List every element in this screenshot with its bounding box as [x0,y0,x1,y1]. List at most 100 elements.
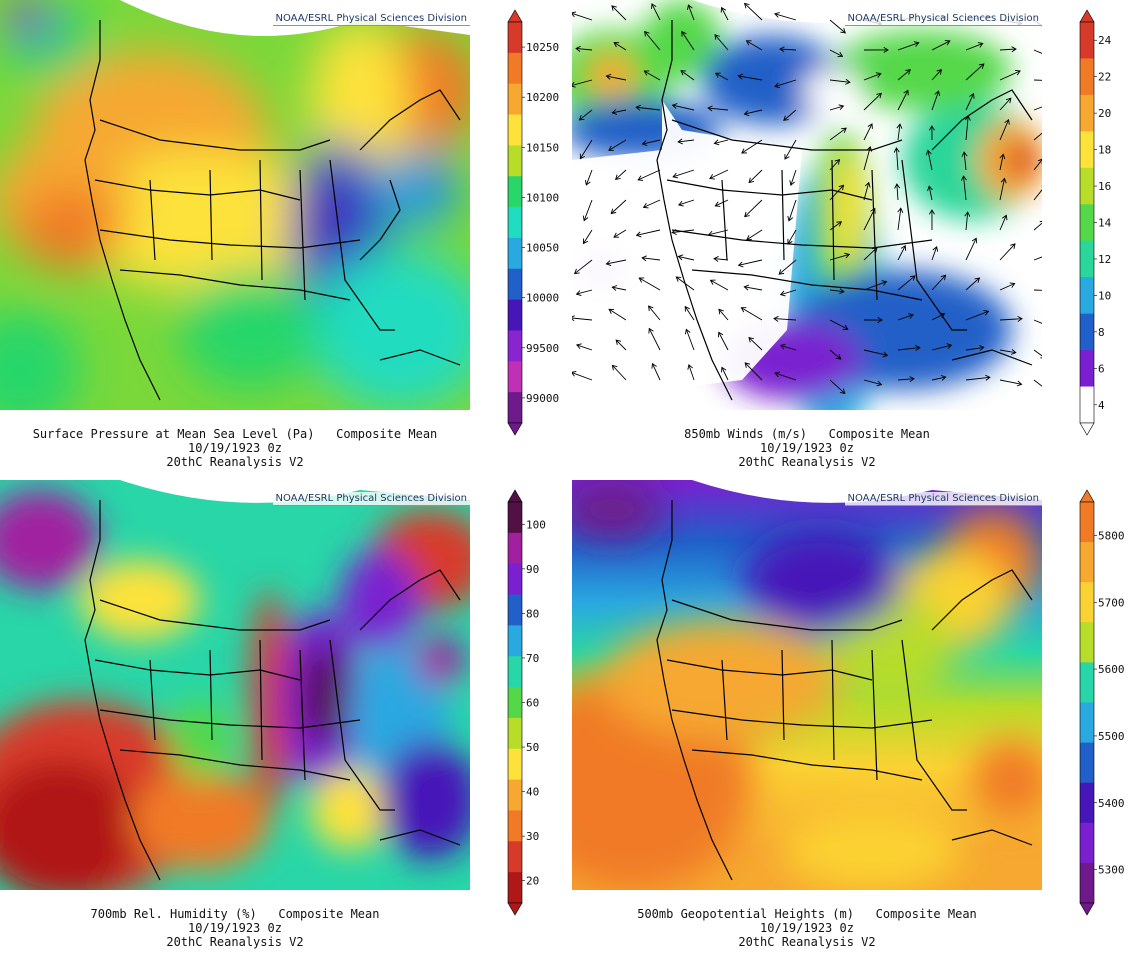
colorbar-top-arrow [508,490,522,502]
rh-title-line3: 20thC Reanalysis V2 [166,935,303,949]
winds-credit: NOAA/ESRL Physical Sciences Division [845,12,1043,26]
colorbar-tick-label: 40 [526,786,539,799]
colorbar-top-arrow [1080,10,1094,22]
panel-winds: NOAA/ESRL Physical Sciences Division 850… [572,0,1131,479]
colorbar-swatch [1080,22,1094,59]
colorbar-swatch [508,564,522,595]
winds-title: 850mb Winds (m/s) Composite Mean 10/19/1… [572,427,1042,469]
slp-title-line2: 10/19/1923 0z [188,441,282,455]
colorbar-tick-label: 70 [526,652,539,665]
colorbar-swatch [1080,131,1094,168]
colorbar-swatch [508,330,522,361]
colorbar-swatch [1080,58,1094,95]
colorbar-swatch [1080,204,1094,241]
colorbar-tick-label: 80 [526,607,539,620]
colorbar-swatch [508,361,522,392]
colorbar-swatch [1080,662,1094,703]
colorbar-swatch [508,872,522,903]
slp-map-lines [0,0,470,410]
colorbar-swatch [1080,95,1094,132]
colorbar-swatch [508,810,522,841]
colorbar-tick-label: 5300 [1098,864,1125,877]
hgt-map[interactable]: NOAA/ESRL Physical Sciences Division [572,480,1042,890]
rh-map[interactable]: NOAA/ESRL Physical Sciences Division [0,480,470,890]
hgt-title-line2: 10/19/1923 0z [760,921,854,935]
colorbar-swatch [1080,350,1094,387]
colorbar-swatch [508,502,522,533]
winds-map-field [572,0,1042,410]
colorbar-swatch [1080,622,1094,663]
hgt-title: 500mb Geopotential Heights (m) Composite… [572,907,1042,949]
colorbar-tick-label: 12 [1098,253,1111,266]
rh-map-field [0,480,470,890]
colorbar-tick-label: 4 [1098,399,1105,412]
colorbar-tick-label: 10 [1098,289,1111,302]
colorbar-bottom-arrow [508,423,522,435]
colorbar-swatch [508,300,522,331]
colorbar-tick-label: 10100 [526,191,559,204]
colorbar-top-arrow [508,10,522,22]
colorbar-tick-label: 22 [1098,71,1111,84]
colorbar-tick-label: 6 [1098,362,1105,375]
hgt-credit: NOAA/ESRL Physical Sciences Division [845,492,1043,506]
colorbar-tick-label: 10050 [526,242,559,255]
slp-colorbar: 10250 10200 10150 10100 10050 10000 99500 99000 [500,0,565,440]
colorbar-swatch [508,53,522,84]
colorbar-tick-label: 60 [526,697,539,710]
colorbar-tick-label: 8 [1098,326,1105,339]
colorbar-swatch [508,533,522,564]
colorbar-tick-label: 100 [526,518,546,531]
colorbar-tick-label: 18 [1098,144,1111,157]
colorbar-swatch [1080,582,1094,623]
colorbar-tick-label: 30 [526,830,539,843]
rh-credit: NOAA/ESRL Physical Sciences Division [273,492,471,506]
slp-map[interactable]: NOAA/ESRL Physical Sciences Division [0,0,470,410]
colorbar-tick-label: 24 [1098,34,1112,47]
panel-hgt: NOAA/ESRL Physical Sciences Division 500… [572,480,1131,959]
rh-title-line1: 700mb Rel. Humidity (%) Composite Mean [91,907,380,921]
colorbar-tick-label: 20 [1098,107,1111,120]
colorbar-swatch [1080,863,1094,904]
hgt-map-field [572,480,1042,890]
colorbar-swatch [508,115,522,146]
colorbar-tick-label: 10150 [526,141,559,154]
colorbar-tick-label: 90 [526,563,539,576]
colorbar-swatch [1080,277,1094,314]
colorbar-swatch [508,718,522,749]
hgt-title-line1: 500mb Geopotential Heights (m) Composite… [637,907,977,921]
colorbar-swatch [1080,168,1094,205]
colorbar-swatch [508,392,522,423]
winds-map[interactable]: NOAA/ESRL Physical Sciences Division [572,0,1042,410]
rh-title: 700mb Rel. Humidity (%) Composite Mean 1… [0,907,470,949]
colorbar-swatch [508,84,522,115]
colorbar-tick-label: 10000 [526,292,559,305]
colorbar-swatch [1080,783,1094,824]
colorbar-swatch [508,207,522,238]
colorbar-swatch [508,176,522,207]
colorbar-swatch [508,656,522,687]
colorbar-swatch [1080,502,1094,543]
colorbar-tick-label: 99500 [526,342,559,355]
colorbar-swatch [508,625,522,656]
hgt-title-line3: 20thC Reanalysis V2 [738,935,875,949]
colorbar-swatch [508,687,522,718]
winds-title-line3: 20thC Reanalysis V2 [738,455,875,469]
panel-rh: NOAA/ESRL Physical Sciences Division 700… [0,480,565,959]
slp-title-line3: 20thC Reanalysis V2 [166,455,303,469]
colorbar-tick-label: 99000 [526,392,559,405]
colorbar-bottom-arrow [508,903,522,915]
colorbar-swatch [1080,823,1094,864]
colorbar-swatch [1080,743,1094,784]
colorbar-tick-label: 10200 [526,91,559,104]
colorbar-tick-label: 10250 [526,41,559,54]
colorbar-tick-label: 50 [526,741,539,754]
colorbar-tick-label: 5400 [1098,797,1125,810]
slp-title-line1: Surface Pressure at Mean Sea Level (Pa) … [33,427,438,441]
colorbar-swatch [1080,542,1094,583]
panel-slp: NOAA/ESRL Physical Sciences Division Sur… [0,0,565,479]
colorbar-swatch [508,145,522,176]
colorbar-bottom-arrow [1080,423,1094,435]
colorbar-swatch [508,22,522,53]
